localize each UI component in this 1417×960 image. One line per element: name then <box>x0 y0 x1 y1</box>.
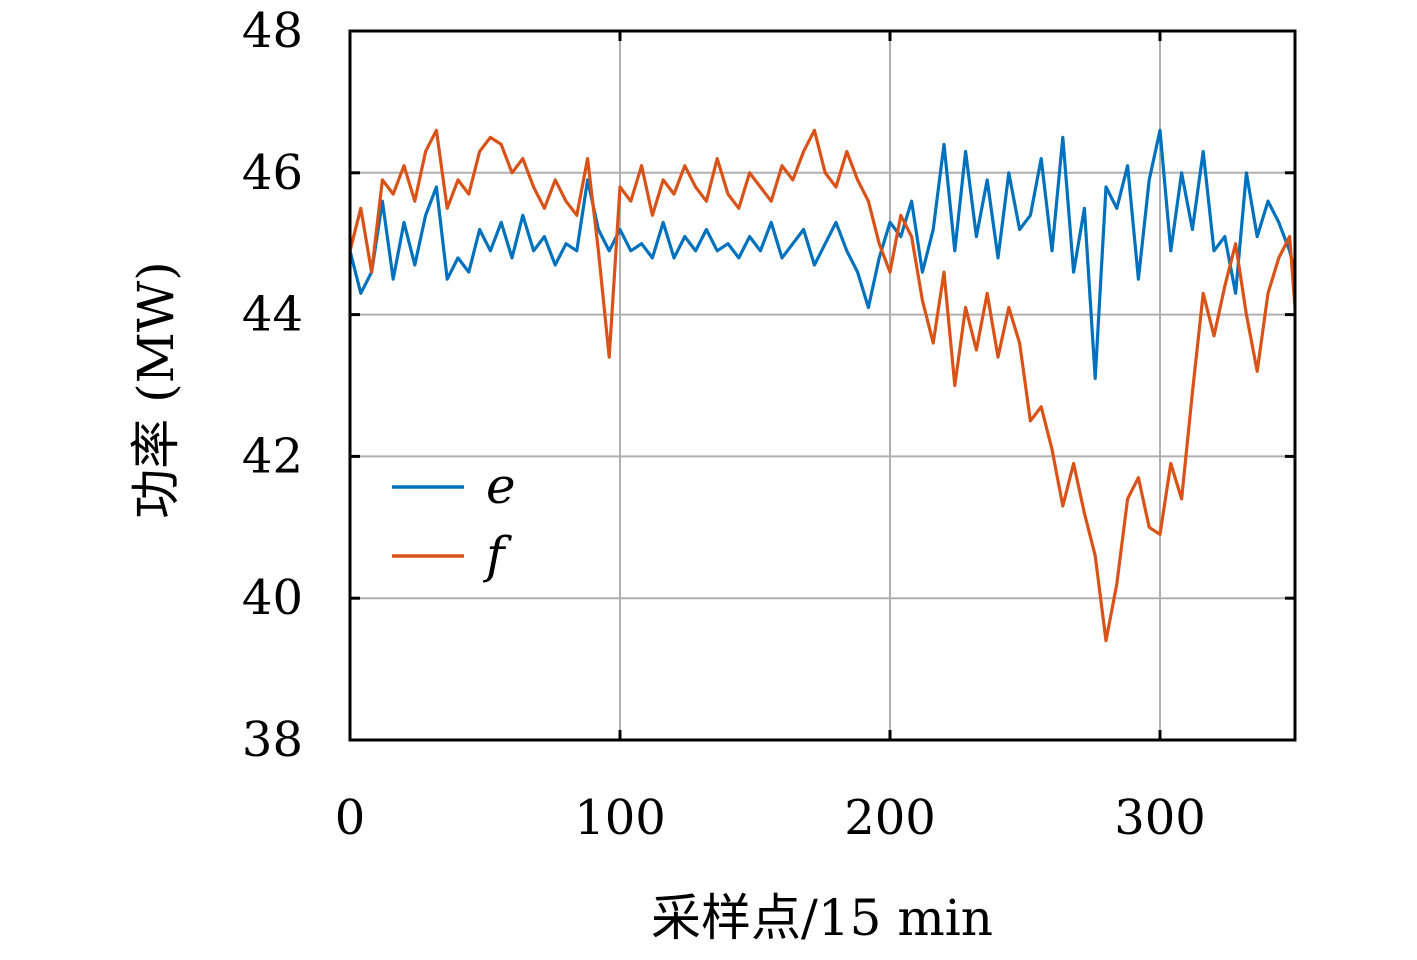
legend-label-e: e <box>486 457 516 515</box>
tick-labels: 0 100 200 300 38 40 42 44 46 48 <box>242 3 1206 846</box>
y-tick-label: 38 <box>242 712 303 768</box>
x-tick-label: 200 <box>844 790 936 846</box>
y-tick-label: 40 <box>242 570 303 626</box>
legend: e f <box>392 457 516 584</box>
series-lines <box>348 128 1297 643</box>
series-line-e <box>348 128 1297 380</box>
series-line-f <box>348 128 1297 643</box>
plot-frame <box>348 29 1297 742</box>
y-tick-label: 44 <box>242 287 303 343</box>
axis-ticks <box>348 29 1295 742</box>
x-tick-label: 0 <box>335 790 366 846</box>
legend-label-f: f <box>482 526 512 584</box>
y-tick-label: 48 <box>242 3 303 59</box>
x-tick-label: 100 <box>574 790 666 846</box>
y-tick-label: 46 <box>242 145 303 201</box>
grid-lines <box>350 31 1295 740</box>
y-axis-label: 功率 (MW) <box>127 261 185 519</box>
x-axis-label: 采样点/15 min <box>651 889 993 947</box>
y-tick-label: 42 <box>242 428 303 484</box>
x-tick-label: 300 <box>1114 790 1206 846</box>
